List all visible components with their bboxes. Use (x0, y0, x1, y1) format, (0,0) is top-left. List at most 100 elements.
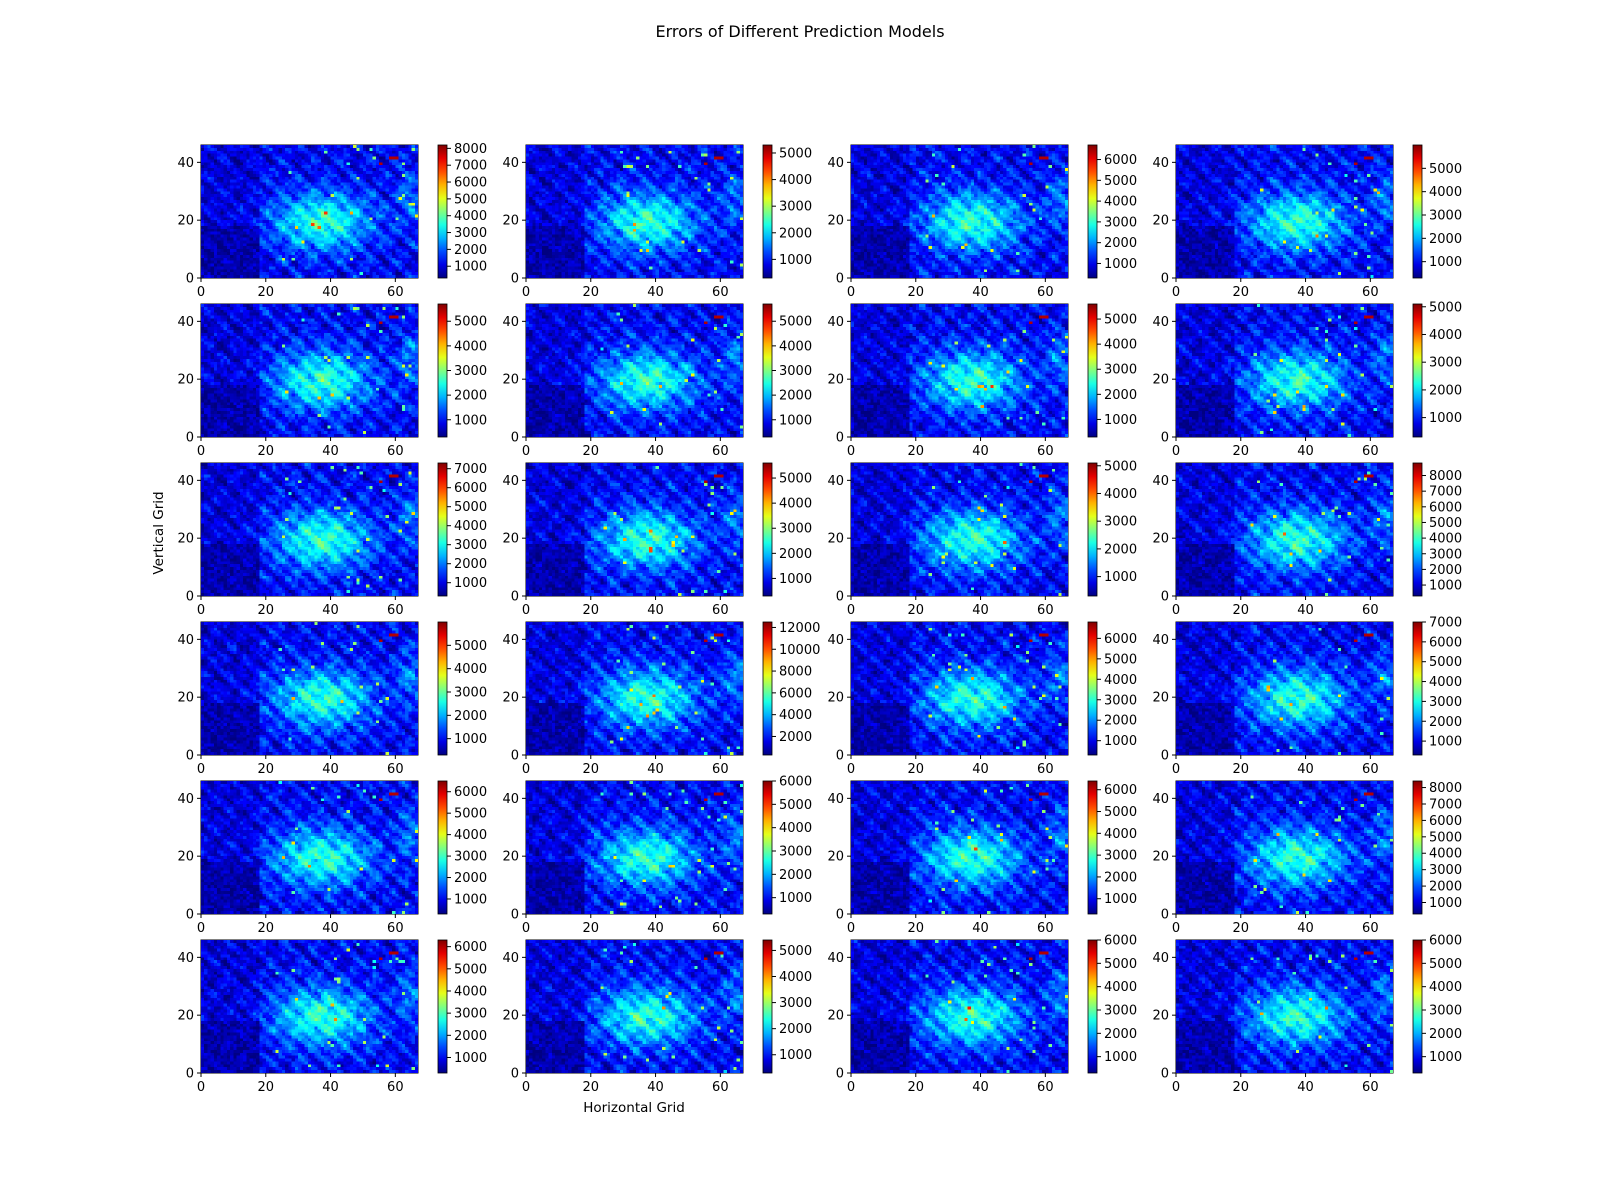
colorbar-tick-label: 1000 (1429, 579, 1462, 594)
y-tick-label: 0 (836, 908, 844, 923)
x-axis-label: Horizontal Grid (583, 1100, 685, 1116)
colorbar-tick-label: 8000 (1429, 781, 1462, 796)
colorbar-tick-label: 3000 (1429, 356, 1462, 371)
x-tick-label: 20 (258, 1080, 275, 1095)
y-tick-label: 20 (177, 532, 194, 547)
y-tick-label: 20 (177, 691, 194, 706)
colorbar-tick-label: 8000 (454, 142, 487, 157)
x-tick-label: 60 (387, 285, 404, 300)
x-tick-label: 40 (322, 603, 339, 618)
x-tick-label: 60 (1362, 921, 1379, 936)
colorbar-tick-label: 8000 (779, 665, 812, 680)
x-tick-label: 0 (847, 1080, 855, 1095)
colorbar-tick-label: 4000 (779, 173, 812, 188)
y-tick-label: 40 (502, 792, 519, 807)
colorbar-tick-label: 1000 (454, 1051, 487, 1066)
x-tick-label: 40 (322, 285, 339, 300)
x-tick-label: 20 (1233, 762, 1250, 777)
y-tick-label: 20 (1152, 532, 1169, 547)
heatmap-image (851, 781, 1068, 914)
x-tick-label: 40 (972, 285, 989, 300)
colorbar-tick-label: 12000 (779, 621, 820, 636)
x-tick-label: 40 (647, 762, 664, 777)
y-tick-label: 40 (502, 315, 519, 330)
colorbar (1412, 303, 1423, 438)
colorbar (437, 621, 448, 756)
colorbar (1087, 144, 1098, 279)
y-tick-label: 20 (827, 850, 844, 865)
colorbar-tick-label: 2000 (779, 1022, 812, 1037)
x-tick-label: 40 (1297, 762, 1314, 777)
colorbar (1412, 621, 1423, 756)
heatmap-image (526, 622, 743, 755)
x-tick-label: 40 (322, 921, 339, 936)
y-tick-label: 20 (502, 850, 519, 865)
x-tick-label: 40 (322, 1080, 339, 1095)
colorbar-tick-label: 3000 (454, 1007, 487, 1022)
colorbar-tick-label: 3000 (1429, 209, 1462, 224)
colorbar-tick-label: 4000 (1104, 673, 1137, 688)
colorbar-tick-label: 1000 (1429, 255, 1462, 270)
y-tick-label: 0 (511, 431, 519, 446)
colorbar-tick-label: 5000 (1429, 516, 1462, 531)
x-tick-label: 20 (1233, 921, 1250, 936)
y-tick-label: 0 (186, 1067, 194, 1082)
colorbar (1087, 780, 1098, 915)
colorbar-tick-label: 2000 (779, 868, 812, 883)
colorbar-tick-label: 1000 (779, 1048, 812, 1063)
x-tick-label: 40 (972, 762, 989, 777)
y-tick-label: 40 (1152, 951, 1169, 966)
x-tick-label: 40 (1297, 444, 1314, 459)
heatmap-image (851, 463, 1068, 596)
heatmap-image (526, 463, 743, 596)
x-tick-label: 40 (972, 921, 989, 936)
heatmap-image (1176, 145, 1393, 278)
y-tick-label: 0 (1161, 590, 1169, 605)
x-tick-label: 60 (1362, 1080, 1379, 1095)
y-tick-label: 40 (177, 474, 194, 489)
x-tick-label: 20 (1233, 603, 1250, 618)
x-tick-label: 40 (322, 444, 339, 459)
colorbar-tick-label: 4000 (1104, 487, 1137, 502)
y-tick-label: 40 (827, 633, 844, 648)
heatmap-image (526, 304, 743, 437)
x-tick-label: 20 (1233, 1080, 1250, 1095)
colorbar-tick-label: 2000 (779, 730, 812, 745)
x-tick-label: 0 (847, 921, 855, 936)
colorbar-tick-label: 4000 (779, 339, 812, 354)
colorbar-tick-label: 1000 (454, 260, 487, 275)
x-tick-label: 0 (522, 921, 530, 936)
x-tick-label: 20 (583, 1080, 600, 1095)
colorbar-tick-label: 5000 (1429, 830, 1462, 845)
y-tick-label: 20 (1152, 1009, 1169, 1024)
x-tick-label: 60 (1037, 444, 1054, 459)
x-tick-label: 20 (1233, 444, 1250, 459)
heatmap-image (851, 304, 1068, 437)
x-tick-label: 40 (1297, 1080, 1314, 1095)
colorbar-tick-label: 7000 (454, 159, 487, 174)
colorbar-tick-label: 4000 (1104, 338, 1137, 353)
x-tick-label: 60 (387, 762, 404, 777)
colorbar-tick-label: 3000 (1429, 695, 1462, 710)
subplot-3: 0 20 40 60 0 20 40 1000 2000 3000 4000 5000 6000 (827, 144, 1137, 300)
colorbar (762, 780, 773, 915)
heatmap-image (851, 622, 1068, 755)
y-tick-label: 0 (186, 908, 194, 923)
colorbar (762, 303, 773, 438)
colorbar-tick-label: 6000 (454, 940, 487, 955)
y-tick-label: 20 (827, 532, 844, 547)
colorbar-tick-label: 6000 (779, 775, 812, 790)
x-tick-label: 20 (258, 285, 275, 300)
colorbar-tick-label: 4000 (1429, 185, 1462, 200)
colorbar (437, 144, 448, 279)
y-tick-label: 40 (177, 156, 194, 171)
subplot-15: 0 20 40 60 0 20 40 1000 2000 3000 4000 5000 6000 (827, 621, 1137, 777)
x-tick-label: 20 (908, 285, 925, 300)
colorbar-tick-label: 5000 (1429, 655, 1462, 670)
y-tick-label: 40 (177, 951, 194, 966)
heatmap-image (201, 940, 418, 1073)
x-tick-label: 60 (387, 603, 404, 618)
colorbar-tick-label: 3000 (1429, 863, 1462, 878)
colorbar-tick-label: 6000 (1429, 814, 1462, 829)
colorbar-tick-label: 3000 (1104, 215, 1137, 230)
